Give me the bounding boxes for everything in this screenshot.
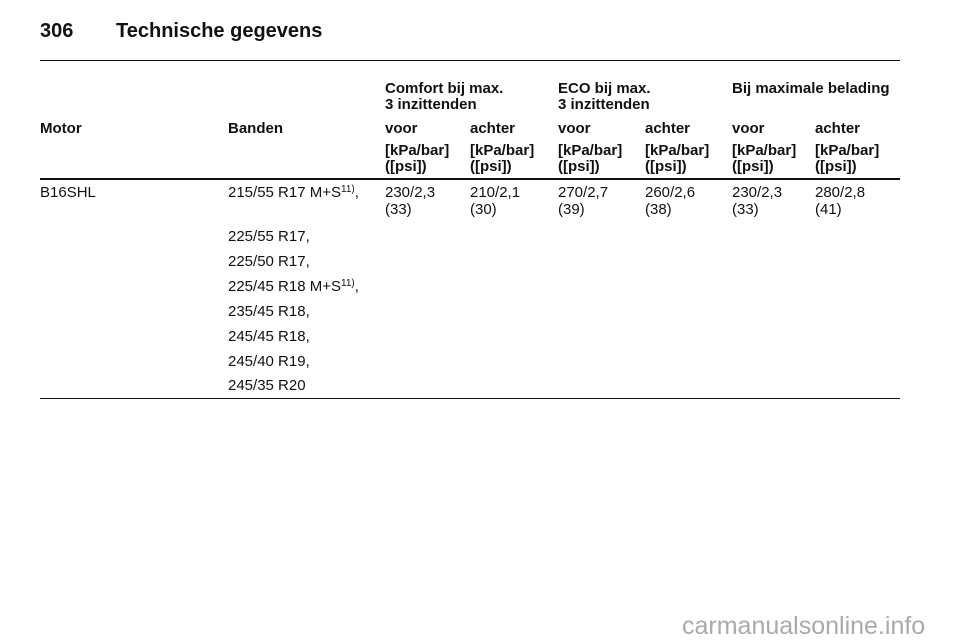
- separator: ,: [354, 184, 359, 201]
- tire-size: 225/50 R17,: [228, 254, 310, 270]
- pressure-psi: (33): [385, 201, 412, 218]
- tire-size: 225/45 R18 M+S11),: [228, 279, 359, 295]
- pressure-bar: 210/2,1: [470, 184, 521, 201]
- header-rule: [40, 60, 900, 61]
- pressure-psi: (41): [815, 201, 842, 218]
- unit-label: [kPa/bar] ([psi]): [645, 142, 710, 175]
- unit-label: [kPa/bar] ([psi]): [815, 142, 880, 175]
- tire-text: 225/55 R17,: [228, 228, 310, 245]
- tire-text: 225/45 R18 M+S: [228, 278, 341, 295]
- pressure-bar: 260/2,6: [645, 184, 696, 201]
- tire-size: 245/35 R20: [228, 378, 306, 394]
- watermark: carmanualsonline.info: [682, 612, 926, 640]
- tire-size: 235/45 R18,: [228, 304, 310, 320]
- tire-text: 235/45 R18,: [228, 303, 310, 320]
- group-header: Comfort bij max. 3 inzittenden: [385, 80, 504, 113]
- pressure-psi: (30): [470, 201, 497, 218]
- pressure-bar: 230/2,3: [385, 184, 436, 201]
- tire-text: 215/55 R17 M+S: [228, 184, 341, 201]
- tire-text: 225/50 R17,: [228, 253, 310, 270]
- unit-label: [kPa/bar] ([psi]): [385, 142, 450, 175]
- tire-size: 245/40 R19,: [228, 354, 310, 370]
- group-header: ECO bij max. 3 inzittenden: [558, 80, 651, 113]
- pressure-psi: (39): [558, 201, 585, 218]
- group-header: Bij maximale belading: [732, 80, 890, 97]
- pressure-bar: 280/2,8: [815, 184, 866, 201]
- table-head-rule: [40, 178, 900, 180]
- unit-label: [kPa/bar] ([psi]): [470, 142, 535, 175]
- pressure-psi: (33): [732, 201, 759, 218]
- tire-size: 245/45 R18,: [228, 329, 310, 345]
- tire-text: 245/40 R19,: [228, 353, 310, 370]
- footnote-ref: 11): [341, 278, 355, 289]
- tire-size: 225/55 R17,: [228, 229, 310, 245]
- pressure-bar: 230/2,3: [732, 184, 783, 201]
- column-header: Banden: [228, 120, 284, 137]
- column-header: achter: [645, 120, 691, 137]
- section-title: Technische gegevens: [116, 20, 323, 42]
- page-number: 306: [40, 20, 74, 42]
- column-header: voor: [732, 120, 765, 137]
- unit-label: [kPa/bar] ([psi]): [558, 142, 623, 175]
- motor: B16SHL: [40, 184, 96, 201]
- column-header: voor: [385, 120, 418, 137]
- column-header: voor: [558, 120, 591, 137]
- pressure-bar: 270/2,7: [558, 184, 609, 201]
- column-header: achter: [470, 120, 516, 137]
- table-end-rule: [40, 398, 900, 399]
- unit-label: [kPa/bar] ([psi]): [732, 142, 797, 175]
- separator: ,: [354, 278, 359, 295]
- tire-text: 245/45 R18,: [228, 328, 310, 345]
- tire-text: 245/35 R20: [228, 377, 306, 394]
- footnote-ref: 11): [341, 184, 355, 195]
- column-header: achter: [815, 120, 861, 137]
- column-header: Motor: [40, 120, 82, 137]
- tire-size: 215/55 R17 M+S11),: [228, 185, 359, 201]
- pressure-psi: (38): [645, 201, 672, 218]
